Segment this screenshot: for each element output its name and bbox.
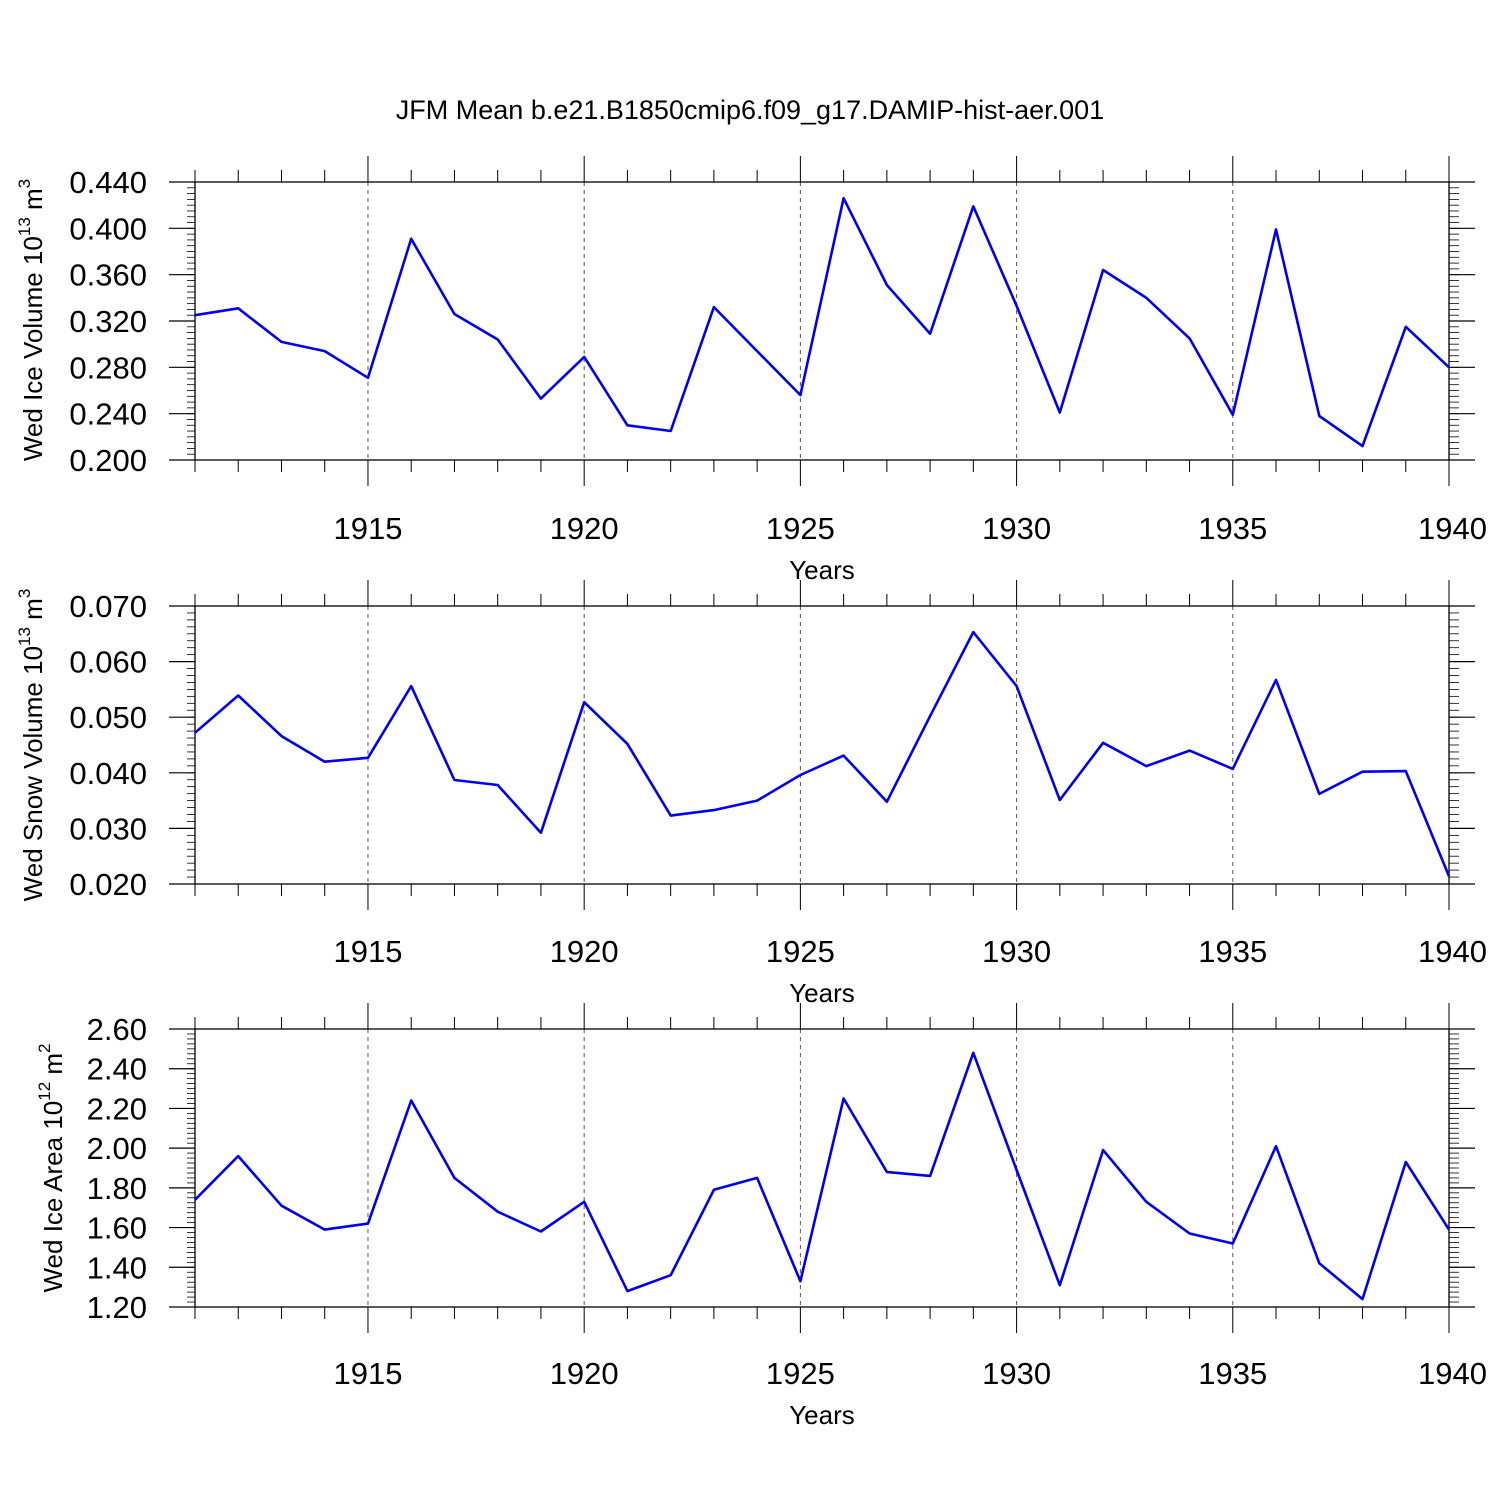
y-tick-label: 1.60: [87, 1211, 147, 1246]
y-tick-label: 0.040: [69, 756, 147, 791]
y-tick-label: 2.20: [87, 1091, 147, 1126]
plot-frame: [194, 1028, 1450, 1308]
y-tick-label: 0.020: [69, 867, 147, 902]
x-tick-label: 1940: [1418, 1356, 1487, 1391]
x-axis-label: Years: [789, 978, 855, 1008]
x-tick-label: 1935: [1198, 1356, 1267, 1391]
x-tick-label: 1915: [333, 511, 402, 546]
x-tick-label: 1920: [550, 934, 619, 969]
y-tick-label: 2.40: [87, 1052, 147, 1087]
x-tick-label: 1930: [982, 934, 1051, 969]
y-tick-label: 1.40: [87, 1250, 147, 1285]
y-tick-label: 1.80: [87, 1171, 147, 1206]
x-tick-label: 1935: [1198, 511, 1267, 546]
x-tick-label: 1940: [1418, 511, 1487, 546]
x-tick-label: 1935: [1198, 934, 1267, 969]
x-tick-label: 1930: [982, 1356, 1051, 1391]
plot-frame: [194, 605, 1450, 885]
plot-frame: [194, 181, 1450, 461]
y-tick-label: 0.060: [69, 645, 147, 680]
chart-title: JFM Mean b.e21.B1850cmip6.f09_g17.DAMIP-…: [396, 95, 1104, 125]
y-tick-label: 0.280: [69, 350, 147, 385]
y-tick-label: 0.240: [69, 397, 147, 432]
x-tick-label: 1915: [333, 934, 402, 969]
x-tick-label: 1930: [982, 511, 1051, 546]
panel-2: 0.020 0.030 0.040 0.050 0.060 0.070 1915 1920 19…: [15, 580, 1487, 1008]
y-tick-label: 0.400: [69, 211, 147, 246]
y-tick-label: 2.00: [87, 1131, 147, 1166]
x-tick-label: 1940: [1418, 934, 1487, 969]
panel-1: 0.200 0.240 0.280 0.320 0.360 0.400 0.440 1915 1…: [15, 156, 1487, 585]
y-tick-label: 0.200: [69, 443, 147, 478]
series-line: [194, 196, 1450, 448]
x-tick-label: 1915: [333, 1356, 402, 1391]
y-axis-label: Wed Snow Volume 1013 m3: [15, 589, 48, 902]
series-line: [194, 630, 1451, 877]
y-tick-label: 0.360: [69, 258, 147, 293]
panel-3: 1.20 1.40 1.60 1.80 2.00 2.20 2.40 2.60 1915 1920…: [35, 1003, 1487, 1430]
y-tick-label: 1.20: [87, 1290, 147, 1325]
x-tick-label: 1925: [766, 934, 835, 969]
y-tick-label: 0.320: [69, 304, 147, 339]
y-tick-label: 0.050: [69, 700, 147, 735]
y-tick-label: 0.030: [69, 811, 147, 846]
y-tick-label: 0.440: [69, 165, 147, 200]
x-axis-label: Years: [789, 555, 855, 585]
y-tick-label: 2.60: [87, 1012, 147, 1047]
y-tick-label: 0.070: [69, 589, 147, 624]
x-tick-label: 1920: [550, 1356, 619, 1391]
x-tick-label: 1925: [766, 511, 835, 546]
series-line: [194, 1051, 1451, 1301]
y-axis-label: Wed Ice Volume 1013 m3: [15, 179, 48, 461]
x-axis-label: Years: [789, 1400, 855, 1430]
x-tick-label: 1925: [766, 1356, 835, 1391]
y-axis-label: Wed Ice Area 1012 m2: [35, 1043, 68, 1292]
x-tick-label: 1920: [550, 511, 619, 546]
